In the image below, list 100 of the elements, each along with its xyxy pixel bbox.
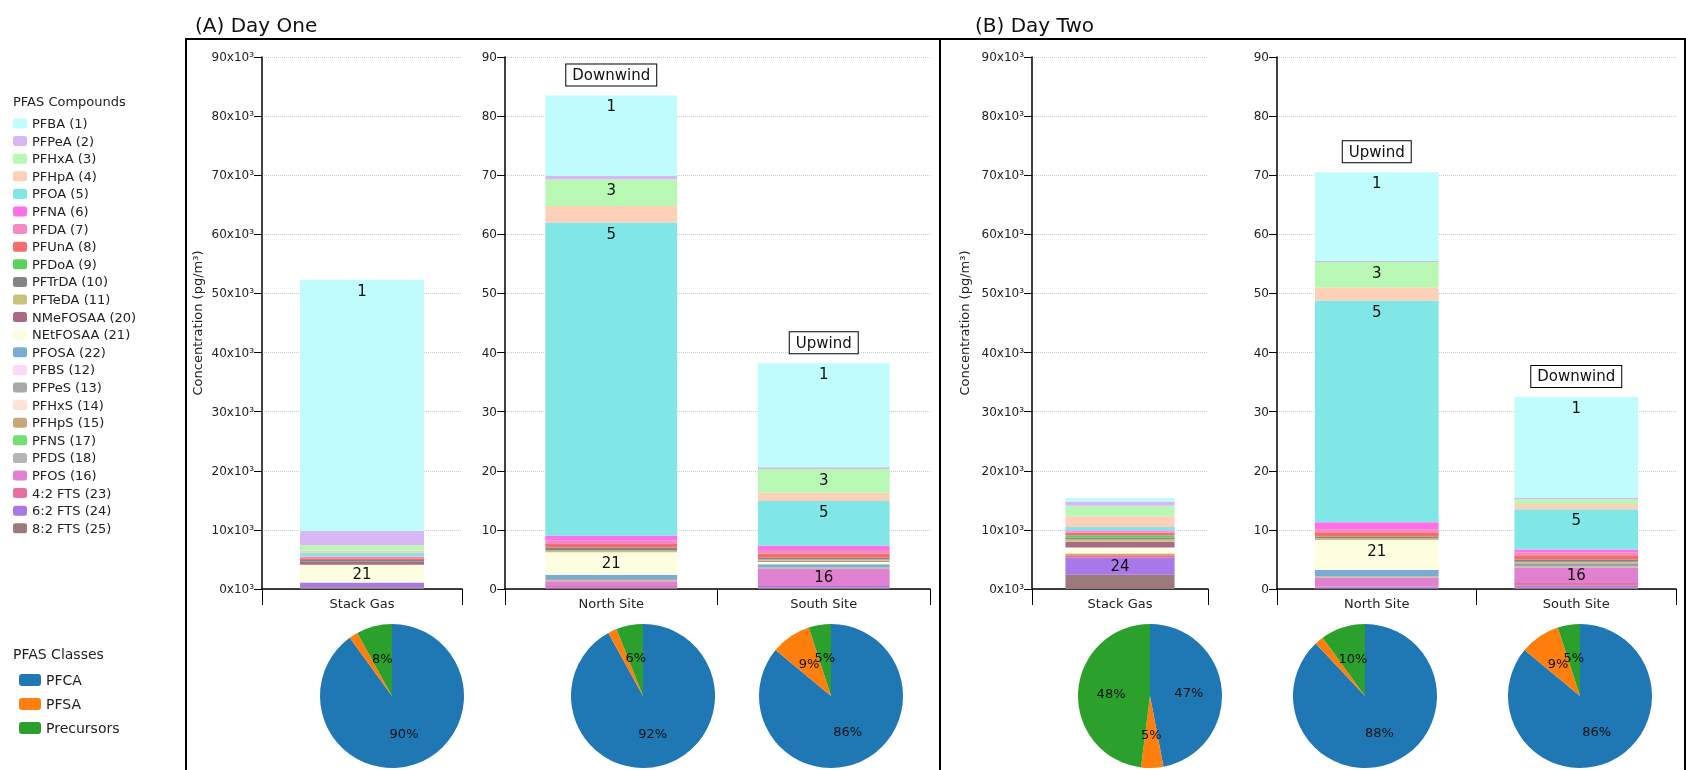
- annotation: 24: [1110, 557, 1130, 576]
- x-tick-label: South Site: [790, 596, 858, 611]
- legend-label: PFOA (5): [32, 186, 89, 202]
- legend-label: NMeFOSAA (20): [32, 309, 137, 325]
- y-tick-label: 70: [1253, 168, 1269, 183]
- data-label: 8%: [371, 650, 393, 666]
- annotation: 21: [1367, 541, 1387, 560]
- y-tick-label: 30x10³: [211, 404, 255, 419]
- legend-label: PFCA: [46, 672, 83, 688]
- y-tick-label: 40: [1253, 345, 1269, 360]
- annotation: 21: [352, 564, 372, 583]
- chart-title: (B) Day Two: [975, 13, 1095, 37]
- y-tick-label: 0x10³: [989, 582, 1025, 596]
- legend-label: PFDoA (9): [32, 256, 97, 272]
- data-label: 86%: [833, 723, 863, 739]
- legend-label: PFTrDA (10): [32, 274, 108, 290]
- y-tick-label: 60: [481, 227, 497, 242]
- annotation: 21: [601, 554, 621, 573]
- y-tick-label: 0: [489, 582, 497, 596]
- y-tick-label: 50: [1253, 286, 1269, 301]
- legend-label: PFHxS (14): [32, 397, 104, 413]
- y-tick-label: 90x10³: [981, 50, 1025, 64]
- legend-label: 8:2 FTS (25): [32, 520, 112, 536]
- legend-label: PFTeDA (11): [32, 292, 111, 307]
- legend-label: PFOS (16): [32, 468, 97, 483]
- legend-label: PFHpA (4): [32, 168, 97, 184]
- legend-label: 6:2 FTS (24): [32, 503, 112, 519]
- y-tick-label: 40x10³: [981, 345, 1025, 360]
- y-tick-label: 60: [1253, 227, 1269, 242]
- y-tick-label: 40: [481, 345, 497, 360]
- data-label: 48%: [1096, 686, 1126, 702]
- legend-label: PFDS (18): [32, 450, 97, 466]
- legend-label: PFUnA (8): [32, 239, 97, 255]
- legend-label: PFNS (17): [32, 432, 97, 448]
- y-tick-label: 70: [481, 168, 497, 183]
- y-tick-label: 0x10³: [219, 582, 255, 596]
- annotation: 5: [1371, 302, 1382, 321]
- y-tick-label: 0: [1261, 582, 1269, 596]
- annotation: 1: [357, 281, 367, 300]
- y-tick-label: 10x10³: [981, 522, 1025, 537]
- data-label: 92%: [638, 726, 668, 742]
- y-tick-label: 40x10³: [211, 345, 255, 360]
- annotation: Upwind: [795, 333, 852, 352]
- y-tick-label: 50x10³: [981, 286, 1025, 301]
- y-tick-label: 70x10³: [211, 168, 255, 183]
- x-tick-label: North Site: [1344, 596, 1410, 611]
- annotation: Downwind: [572, 65, 651, 84]
- x-tick-label: Stack Gas: [329, 596, 395, 611]
- legend-label: Precursors: [46, 720, 120, 736]
- annotation: 1: [1371, 174, 1382, 193]
- annotation: 1: [818, 365, 829, 384]
- annotation: 1: [606, 97, 617, 116]
- y-tick-label: 20x10³: [211, 463, 255, 478]
- data-label: 86%: [1582, 723, 1612, 739]
- y-tick-label: 80: [481, 109, 497, 124]
- y-tick-label: 20: [1253, 463, 1269, 478]
- data-label: 88%: [1364, 724, 1394, 740]
- y-tick-label: 10x10³: [211, 522, 255, 537]
- y-tick-label: 30: [1253, 404, 1269, 419]
- y-tick-label: 60x10³: [981, 227, 1025, 242]
- annotation: 5: [818, 502, 829, 521]
- x-tick-label: South Site: [1542, 596, 1610, 611]
- x-tick-label: North Site: [578, 596, 644, 611]
- legend-title: PFAS Classes: [13, 646, 104, 662]
- legend-label: PFOSA (22): [32, 344, 106, 360]
- legend-label: PFNA (6): [32, 204, 89, 219]
- legend-label: PFDA (7): [32, 221, 89, 237]
- y-tick-label: 10: [481, 522, 497, 537]
- annotation: 3: [1371, 264, 1382, 283]
- y-tick-label: 20x10³: [981, 463, 1025, 478]
- y-tick-label: 90x10³: [211, 50, 255, 64]
- legend-label: PFHpS (15): [32, 415, 105, 431]
- legend-label: PFSA: [46, 696, 82, 712]
- annotation: Downwind: [1537, 367, 1616, 386]
- annotation: 3: [606, 181, 617, 200]
- x-tick-label: Stack Gas: [1087, 596, 1153, 611]
- annotation: 5: [1571, 511, 1582, 530]
- chart-title: (A) Day One: [195, 13, 318, 37]
- legend-label: PFHxA (3): [32, 151, 97, 167]
- legend-label: PFBA (1): [32, 116, 88, 131]
- y-tick-label: 30: [481, 404, 497, 419]
- annotation: Upwind: [1348, 142, 1405, 161]
- legend-label: PFPeA (2): [32, 133, 95, 149]
- legend-label: PFBS (12): [32, 362, 96, 378]
- y-tick-label: 70x10³: [981, 168, 1025, 183]
- y-tick-label: 50: [481, 286, 497, 301]
- y-tick-label: 20: [481, 463, 497, 478]
- legend-label: PFPeS (13): [32, 380, 102, 395]
- y-tick-label: 30x10³: [981, 404, 1025, 419]
- legend-title: PFAS Compounds: [13, 94, 127, 109]
- annotation: 5: [606, 224, 617, 243]
- y-axis-title: Concentration (pg/m³): [190, 250, 205, 396]
- y-tick-label: 80: [1253, 109, 1269, 124]
- y-tick-label: 60x10³: [211, 227, 255, 242]
- annotation: 16: [814, 568, 834, 587]
- y-tick-label: 50x10³: [211, 286, 255, 301]
- annotation: 3: [818, 471, 829, 489]
- data-label: 90%: [389, 725, 419, 741]
- y-tick-label: 80x10³: [211, 109, 255, 124]
- y-tick-label: 90: [481, 50, 497, 64]
